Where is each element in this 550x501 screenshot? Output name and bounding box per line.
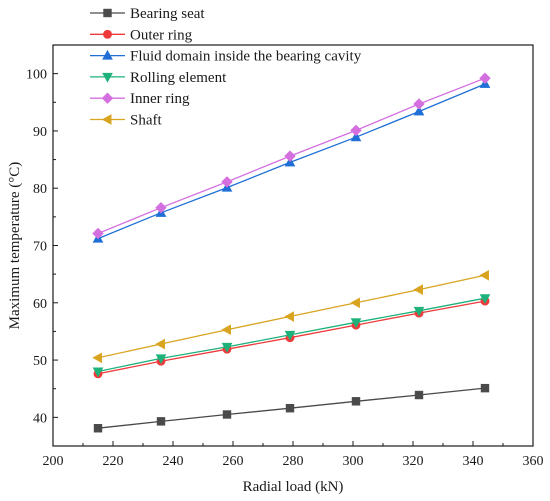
data-point [284, 330, 296, 341]
legend-item: Rolling element [90, 70, 227, 86]
legend-item: Inner ring [90, 91, 190, 107]
y-axis-title: Maximum temperature (°C) [7, 162, 23, 330]
x-tick-label: 280 [283, 454, 304, 469]
data-point [413, 284, 423, 295]
data-point [479, 294, 491, 304]
x-tick-label: 340 [463, 454, 484, 469]
data-point [92, 227, 104, 240]
legend-marker [102, 49, 113, 60]
data-point [350, 318, 362, 328]
y-tick-label: 90 [33, 125, 47, 140]
legend-marker [103, 8, 112, 18]
x-axis-title: Radial load (kN) [243, 479, 344, 495]
x-tick-label: 220 [103, 454, 124, 469]
y-tick-label: 100 [26, 68, 47, 83]
data-point [414, 390, 424, 400]
y-tick-label: 40 [33, 411, 47, 426]
y-tick-label: 50 [33, 354, 47, 369]
data-point [155, 201, 167, 214]
legend-marker [101, 92, 114, 104]
data-point [285, 403, 295, 413]
series-3 [92, 294, 491, 378]
legend-item: Bearing seat [90, 6, 205, 22]
data-point [350, 131, 362, 142]
plot-frame [52, 44, 534, 447]
y-tick-label: 70 [33, 240, 47, 255]
data-point [222, 410, 232, 419]
data-point [284, 150, 296, 162]
legend-label: Inner ring [130, 91, 190, 107]
data-point [155, 338, 165, 350]
x-tick-label: 260 [223, 454, 244, 469]
legend-label: Bearing seat [130, 6, 205, 22]
legend-marker [102, 72, 113, 83]
data-point [284, 311, 294, 322]
legend-item: Fluid domain inside the bearing cavity [90, 49, 362, 65]
legend-marker [103, 29, 112, 39]
data-point [156, 417, 166, 426]
data-point [350, 124, 362, 137]
series-layer [92, 72, 491, 433]
legend-item: Shaft [90, 113, 162, 129]
legend-label: Outer ring [130, 27, 193, 43]
x-tick-label: 320 [403, 454, 424, 469]
data-point [350, 297, 360, 309]
data-point [155, 354, 167, 365]
data-point [479, 72, 491, 84]
data-point [221, 324, 231, 336]
legend-label: Shaft [130, 113, 162, 129]
data-point [221, 342, 233, 353]
data-point [92, 367, 104, 378]
data-point [413, 98, 425, 110]
x-tick-label: 360 [523, 454, 544, 469]
data-point [92, 352, 102, 364]
y-tick-label: 60 [33, 297, 47, 312]
y-tick-label: 80 [33, 182, 47, 197]
data-point [479, 269, 489, 281]
data-point [480, 383, 490, 393]
legend-marker [101, 114, 112, 125]
series-5 [92, 269, 489, 364]
legend: Bearing seat Outer ring Fluid domain insid… [90, 6, 362, 129]
data-point [413, 306, 425, 317]
axes: 200 220 240 260 280 300 320 340 360 40 50 60 70 80 90 1… [7, 44, 544, 495]
data-point [351, 397, 361, 406]
legend-label: Rolling element [130, 70, 227, 86]
legend-label: Fluid domain inside the bearing cavity [130, 49, 362, 65]
data-point [413, 105, 425, 116]
legend-item: Outer ring [90, 27, 193, 43]
data-point [93, 424, 103, 433]
series-4 [92, 72, 491, 240]
x-tick-label: 240 [163, 454, 184, 469]
x-tick-label: 300 [343, 454, 364, 469]
x-tick-label: 200 [43, 454, 64, 469]
data-point [221, 176, 233, 188]
series-0 [93, 383, 490, 433]
